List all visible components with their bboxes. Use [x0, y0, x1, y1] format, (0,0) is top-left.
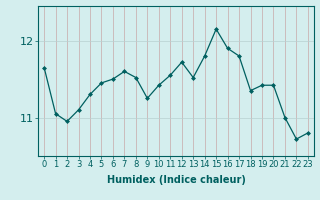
- X-axis label: Humidex (Indice chaleur): Humidex (Indice chaleur): [107, 175, 245, 185]
